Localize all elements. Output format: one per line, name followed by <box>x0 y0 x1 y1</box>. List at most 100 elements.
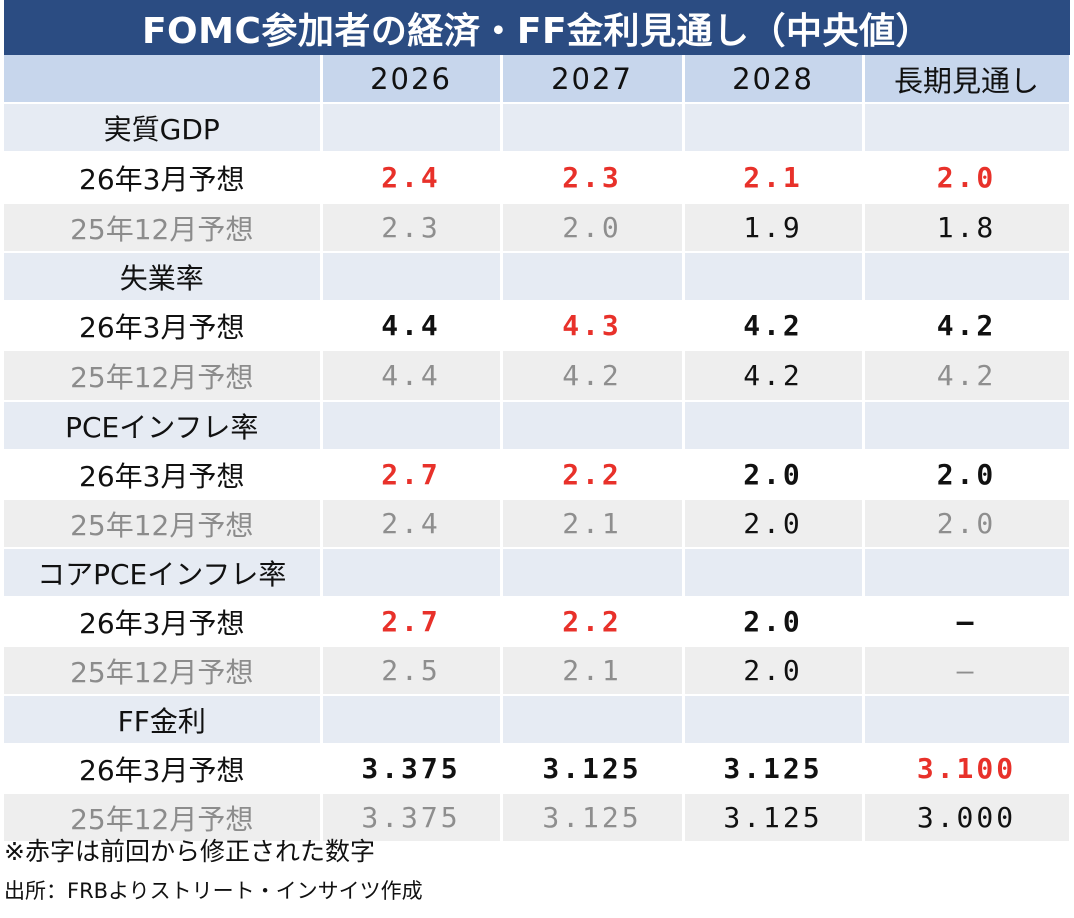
previous-forecast-row: 25年12月予想 2.3 2.0 1.9 1.8 <box>4 203 1072 253</box>
section-empty-cell <box>321 548 503 598</box>
value-cell: 2.1 <box>501 499 685 549</box>
section-empty-cell <box>321 103 503 153</box>
value-cell: 2.7 <box>321 450 503 500</box>
section-empty-cell <box>683 695 865 745</box>
previous-forecast-row: 25年12月予想 2.4 2.1 2.0 2.0 <box>4 499 1072 549</box>
value-cell: 4.2 <box>863 350 1072 402</box>
value-cell: 2.4 <box>321 499 503 549</box>
value-cell: 2.3 <box>501 152 685 204</box>
value-cell: 4.2 <box>501 350 685 402</box>
value-cell: 3.100 <box>863 744 1072 794</box>
value-cell: 2.0 <box>501 203 685 253</box>
section-empty-cell <box>683 548 865 598</box>
value-cell: 2.3 <box>321 203 503 253</box>
section-empty-cell <box>863 103 1072 153</box>
section-row: 失業率 <box>4 252 1072 302</box>
section-empty-cell <box>863 252 1072 302</box>
column-header-row: 2026 2027 2028 長期見通し <box>4 55 1072 104</box>
value-cell: 2.1 <box>683 152 865 204</box>
value-cell: 2.0 <box>683 450 865 500</box>
value-cell: 3.125 <box>683 793 865 843</box>
section-empty-cell <box>683 252 865 302</box>
value-cell: 2.0 <box>863 450 1072 500</box>
section-label: コアPCEインフレ率 <box>4 548 323 598</box>
value-cell: 3.000 <box>863 793 1072 843</box>
column-header-blank <box>4 55 323 104</box>
section-empty-cell <box>863 695 1072 745</box>
section-empty-cell <box>321 401 503 451</box>
section-row: 実質GDP <box>4 103 1072 153</box>
current-forecast-row: 26年3月予想 2.7 2.2 2.0 ― <box>4 597 1072 647</box>
value-cell: 2.0 <box>863 152 1072 204</box>
current-forecast-row: 26年3月予想 4.4 4.3 4.2 4.2 <box>4 301 1072 351</box>
current-forecast-row: 26年3月予想 2.4 2.3 2.1 2.0 <box>4 152 1072 204</box>
section-empty-cell <box>501 252 685 302</box>
value-cell: 2.2 <box>501 597 685 647</box>
previous-forecast-row: 25年12月予想 3.375 3.125 3.125 3.000 <box>4 793 1072 843</box>
row-label: 25年12月予想 <box>4 499 323 549</box>
table-body: 実質GDP 26年3月予想 2.4 2.3 2.1 2.0 25年12月予想 2.3 2.0 1.… <box>4 103 1072 843</box>
value-cell: 2.0 <box>863 499 1072 549</box>
current-forecast-row: 26年3月予想 2.7 2.2 2.0 2.0 <box>4 450 1072 500</box>
section-empty-cell <box>501 695 685 745</box>
value-cell: 2.0 <box>683 499 865 549</box>
forecast-table: 2026 2027 2028 長期見通し 実質GDP 26年3月予想 2.4 2.3 2… <box>4 55 1072 843</box>
section-label: 実質GDP <box>4 103 323 153</box>
row-label: 25年12月予想 <box>4 350 323 402</box>
row-label: 26年3月予想 <box>4 744 323 794</box>
value-cell: ― <box>863 597 1072 647</box>
row-label: 25年12月予想 <box>4 203 323 253</box>
row-label: 25年12月予想 <box>4 793 323 843</box>
value-cell: ― <box>863 646 1072 696</box>
previous-forecast-row: 25年12月予想 4.4 4.2 4.2 4.2 <box>4 350 1072 402</box>
section-row: FF金利 <box>4 695 1072 745</box>
chart-title: FOMC参加者の経済・FF金利見通し（中央値） <box>4 0 1070 55</box>
value-cell: 4.2 <box>683 301 865 351</box>
section-empty-cell <box>501 401 685 451</box>
value-cell: 2.4 <box>321 152 503 204</box>
column-header-2028: 2028 <box>683 55 865 104</box>
value-cell: 3.125 <box>501 793 685 843</box>
section-empty-cell <box>501 103 685 153</box>
section-row: PCEインフレ率 <box>4 401 1072 451</box>
value-cell: 2.0 <box>683 597 865 647</box>
row-label: 26年3月予想 <box>4 450 323 500</box>
column-header-longer-run: 長期見通し <box>863 55 1072 104</box>
previous-forecast-row: 25年12月予想 2.5 2.1 2.0 ― <box>4 646 1072 696</box>
value-cell: 4.4 <box>321 350 503 402</box>
current-forecast-row: 26年3月予想 3.375 3.125 3.125 3.100 <box>4 744 1072 794</box>
value-cell: 4.2 <box>683 350 865 402</box>
value-cell: 2.1 <box>501 646 685 696</box>
value-cell: 2.0 <box>683 646 865 696</box>
value-cell: 4.2 <box>863 301 1072 351</box>
value-cell: 3.125 <box>683 744 865 794</box>
section-empty-cell <box>321 695 503 745</box>
value-cell: 2.7 <box>321 597 503 647</box>
row-label: 26年3月予想 <box>4 152 323 204</box>
column-header-2026: 2026 <box>321 55 503 104</box>
value-cell: 1.8 <box>863 203 1072 253</box>
value-cell: 3.375 <box>321 744 503 794</box>
value-cell: 2.5 <box>321 646 503 696</box>
footnote: ※赤字は前回から修正された数字 <box>4 837 375 866</box>
section-row: コアPCEインフレ率 <box>4 548 1072 598</box>
value-cell: 3.125 <box>501 744 685 794</box>
section-label: PCEインフレ率 <box>4 401 323 451</box>
value-cell: 4.3 <box>501 301 685 351</box>
section-empty-cell <box>683 103 865 153</box>
value-cell: 3.375 <box>321 793 503 843</box>
section-empty-cell <box>321 252 503 302</box>
section-empty-cell <box>863 548 1072 598</box>
row-label: 26年3月予想 <box>4 597 323 647</box>
row-label: 25年12月予想 <box>4 646 323 696</box>
section-empty-cell <box>863 401 1072 451</box>
source-note: 出所：FRBよりストリート・インサイツ作成 <box>4 879 423 903</box>
section-empty-cell <box>683 401 865 451</box>
row-label: 26年3月予想 <box>4 301 323 351</box>
column-header-2027: 2027 <box>501 55 685 104</box>
value-cell: 2.2 <box>501 450 685 500</box>
value-cell: 1.9 <box>683 203 865 253</box>
section-label: FF金利 <box>4 695 323 745</box>
value-cell: 4.4 <box>321 301 503 351</box>
section-empty-cell <box>501 548 685 598</box>
